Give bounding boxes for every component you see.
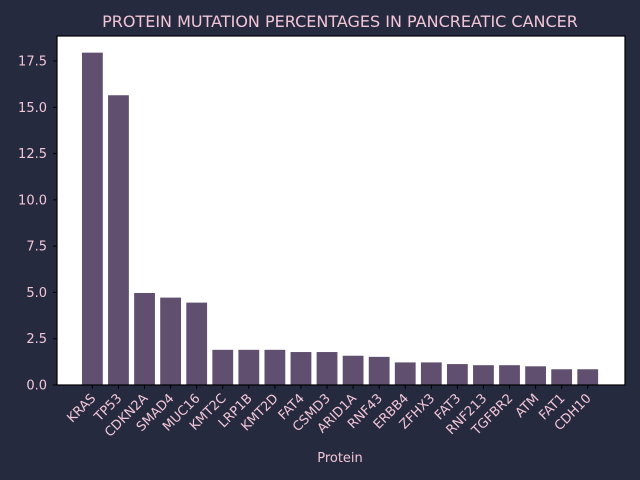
plot-frame xyxy=(56,35,626,386)
y-tick-label: 0.0 xyxy=(26,379,47,394)
bar-fat3 xyxy=(446,364,468,385)
bar-rnf43 xyxy=(368,356,390,385)
x-axis-label: Protein xyxy=(317,451,363,466)
bar-atm xyxy=(525,366,546,385)
bar-arid1a xyxy=(342,355,364,385)
bar-fat1 xyxy=(551,369,573,385)
bar-muc16 xyxy=(186,302,208,385)
y-axis: 0.0 2.5 5.0 7.5 10.0 12.5 15.0 17.5 xyxy=(18,54,57,394)
bar-erbb4 xyxy=(394,362,416,385)
bar-cdh10 xyxy=(577,369,599,385)
bar-smad4 xyxy=(160,297,182,385)
y-tick-label: 12.5 xyxy=(18,147,47,162)
bar-tgfbr2 xyxy=(499,365,520,385)
y-tick-label: 2.5 xyxy=(26,332,47,347)
y-tick-label: 17.5 xyxy=(18,54,47,69)
bars-group xyxy=(82,52,599,385)
y-tick-label: 10.0 xyxy=(18,193,47,208)
bar-kmt2d xyxy=(264,349,286,385)
bar-zfhx3 xyxy=(420,362,442,385)
y-tick-label: 15.0 xyxy=(18,101,47,116)
y-tick-label: 5.0 xyxy=(26,286,47,301)
bar-csmd3 xyxy=(316,352,338,385)
bar-tp53 xyxy=(108,95,129,385)
bar-kras xyxy=(82,52,103,385)
bar-lrp1b xyxy=(238,349,260,385)
y-tick-label: 7.5 xyxy=(26,240,47,255)
bar-fat4 xyxy=(290,352,312,385)
chart-title: PROTEIN MUTATION PERCENTAGES IN PANCREAT… xyxy=(102,12,578,31)
bar-kmt2c xyxy=(212,349,234,385)
bar-cdkn2a xyxy=(134,292,155,385)
bar-rnf213 xyxy=(473,365,494,385)
